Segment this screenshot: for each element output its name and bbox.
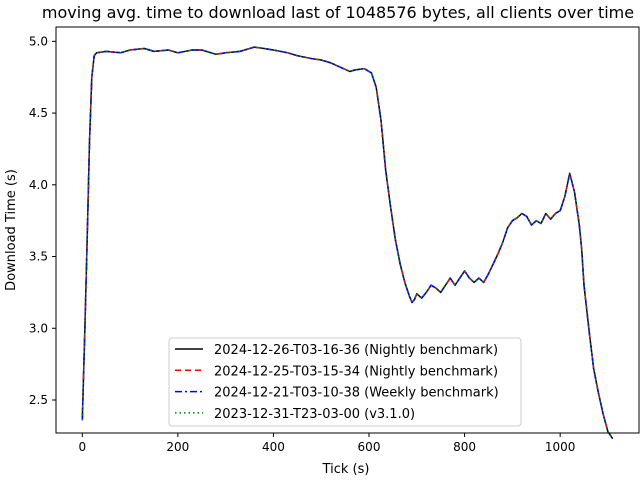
series-group xyxy=(81,46,614,440)
x-axis-label: Tick (s) xyxy=(322,462,370,477)
y-tick-label: 3.0 xyxy=(29,321,48,335)
legend-label: 2024-12-26-T03-16-36 (Nightly benchmark) xyxy=(214,343,498,358)
plot-frame xyxy=(55,26,640,434)
legend-label: 2024-12-21-T03-10-38 (Weekly benchmark) xyxy=(214,386,499,401)
y-tick-label: 3.5 xyxy=(29,250,48,264)
legend-label: 2023-12-31-T23-03-00 (v3.1.0) xyxy=(214,407,415,422)
legend-label: 2024-12-25-T03-15-34 (Nightly benchmark) xyxy=(214,364,498,379)
x-tick-label: 600 xyxy=(358,440,381,454)
y-tick-label: 4.5 xyxy=(29,106,48,120)
y-tick-label: 2.5 xyxy=(29,393,48,407)
y-axis: 2.5 3.0 3.5 4.0 4.5 5.0 xyxy=(29,34,56,407)
series-line-3 xyxy=(81,46,614,440)
legend-box xyxy=(168,337,522,427)
x-tick-label: 0 xyxy=(78,440,86,454)
x-tick-label: 400 xyxy=(262,440,285,454)
x-tick-label: 800 xyxy=(453,440,476,454)
x-tick-label: 1000 xyxy=(545,440,576,454)
legend: 2024-12-26-T03-16-36 (Nightly benchmark)… xyxy=(168,337,522,427)
chart-title: moving avg. time to download last of 104… xyxy=(42,3,634,22)
y-tick-label: 5.0 xyxy=(29,34,48,48)
y-axis-label: Download Time (s) xyxy=(4,169,19,291)
x-tick-label: 200 xyxy=(166,440,189,454)
y-tick-label: 4.0 xyxy=(29,178,48,192)
x-axis: 0 200 400 600 800 1000 xyxy=(78,433,575,454)
